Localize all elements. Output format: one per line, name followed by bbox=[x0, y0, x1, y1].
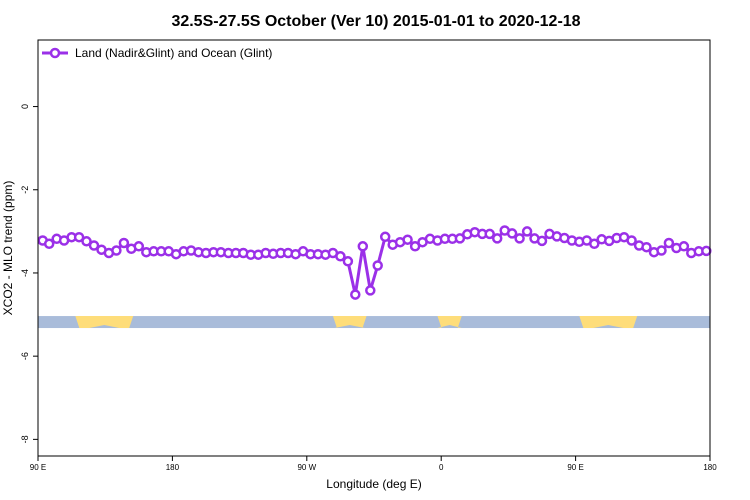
data-point bbox=[402, 234, 413, 245]
data-point bbox=[514, 233, 525, 244]
data-point bbox=[521, 226, 533, 237]
data-point bbox=[641, 241, 652, 253]
data-point bbox=[409, 241, 421, 252]
x-tick-label: 90 W bbox=[297, 463, 316, 472]
data-point bbox=[357, 241, 369, 252]
data-point bbox=[589, 238, 600, 250]
data-point bbox=[379, 231, 391, 243]
y-tick-label: -2 bbox=[20, 186, 30, 194]
data-point bbox=[73, 231, 85, 243]
plot-frame bbox=[37, 39, 711, 457]
data-point bbox=[43, 238, 55, 250]
x-tick-label: 90 E bbox=[30, 463, 46, 472]
data-point bbox=[663, 237, 675, 249]
data-point bbox=[536, 235, 548, 247]
land-segment bbox=[437, 316, 462, 329]
data-point bbox=[88, 240, 100, 251]
x-axis-title: Longitude (deg E) bbox=[326, 477, 421, 491]
data-point bbox=[372, 260, 383, 271]
data-point bbox=[335, 251, 346, 262]
y-tick-label: -6 bbox=[20, 352, 30, 360]
land-segment bbox=[332, 316, 367, 329]
data-point bbox=[656, 245, 667, 256]
data-point bbox=[491, 233, 503, 244]
data-point bbox=[118, 237, 130, 249]
data-point bbox=[701, 245, 712, 257]
data-point bbox=[454, 233, 466, 244]
data-point bbox=[365, 285, 376, 296]
data-point bbox=[111, 245, 122, 256]
x-axis: 90 E 180 90 W 0 90 E 180 bbox=[30, 456, 717, 472]
land-segment bbox=[579, 316, 638, 329]
data-point bbox=[506, 228, 518, 239]
data-point bbox=[342, 256, 354, 267]
data-point bbox=[678, 241, 690, 252]
data-point bbox=[626, 235, 637, 246]
y-axis: 0 -2 -4 -6 -8 bbox=[20, 104, 38, 443]
x-tick-label: 180 bbox=[703, 463, 717, 472]
series-layer bbox=[37, 225, 712, 300]
data-point bbox=[350, 289, 361, 300]
legend-label: Land (Nadir&Glint) and Ocean (Glint) bbox=[75, 46, 272, 60]
legend: Land (Nadir&Glint) and Ocean (Glint) bbox=[42, 46, 272, 60]
chart-title: 32.5S-27.5S October (Ver 10) 2015-01-01 … bbox=[171, 13, 580, 30]
data-point bbox=[81, 236, 92, 247]
ocean-band bbox=[38, 316, 710, 329]
y-tick-label: -8 bbox=[20, 435, 30, 443]
land-ocean-strip bbox=[38, 316, 710, 329]
y-tick-label: 0 bbox=[20, 104, 30, 109]
x-tick-label: 0 bbox=[439, 463, 444, 472]
legend-marker bbox=[49, 47, 61, 59]
y-axis-title: XCO2 - MLO trend (ppm) bbox=[1, 181, 15, 316]
data-point bbox=[484, 228, 495, 240]
x-tick-label: 90 E bbox=[567, 463, 583, 472]
y-tick-label: -4 bbox=[20, 269, 30, 277]
data-point bbox=[133, 241, 145, 252]
x-tick-label: 180 bbox=[166, 463, 180, 472]
land-segment bbox=[75, 316, 134, 329]
